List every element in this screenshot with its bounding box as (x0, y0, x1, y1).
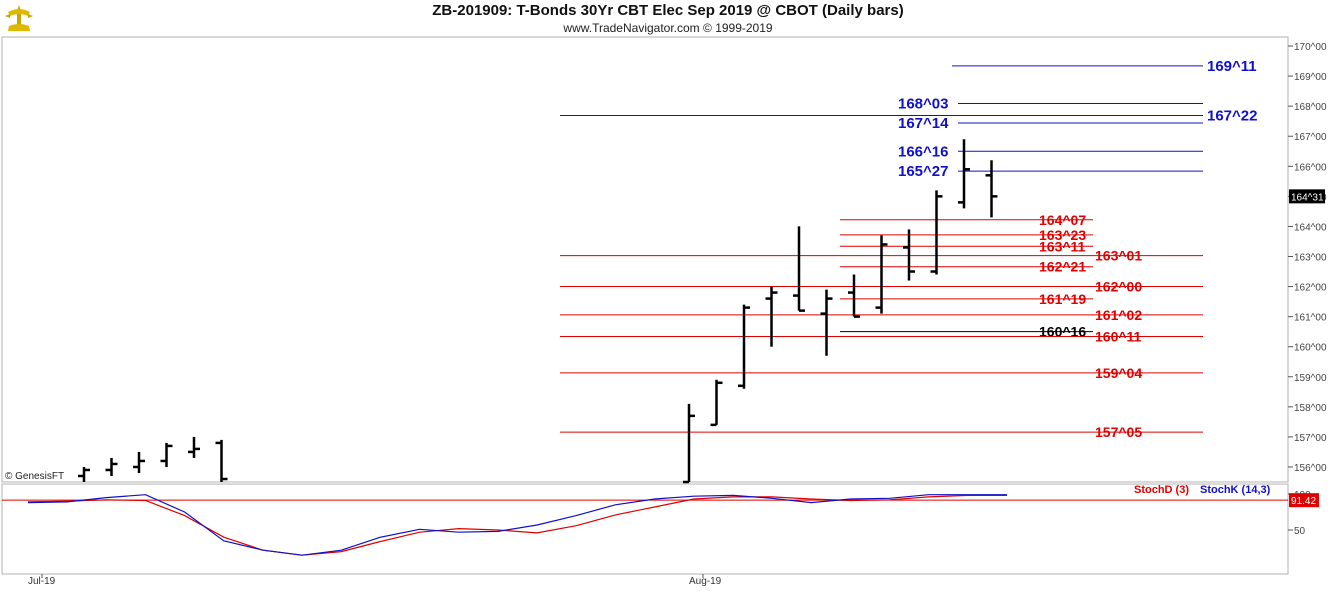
level-label: 160^16 (1039, 324, 1086, 340)
level-label: 163^01 (1095, 248, 1142, 264)
level-label: 157^05 (1095, 424, 1142, 440)
last-price-box (1289, 189, 1325, 204)
stoch-legend-k: StochK (14,3) (1200, 484, 1271, 496)
chart-subtitle: www.TradeNavigator.com © 1999-2019 (563, 21, 773, 35)
level-label: 163^23 (1039, 227, 1086, 243)
level-label: 159^04 (1095, 365, 1142, 381)
stoch-panel-frame (1, 483, 1289, 575)
level-label: 165^27 (898, 163, 948, 180)
price-axis-label: 163^00 (1294, 252, 1327, 263)
level-label: 162^21 (1039, 259, 1086, 275)
level-label: 161^19 (1039, 291, 1086, 307)
price-axis-label: 162^00 (1294, 283, 1327, 294)
chart-title: ZB-201909: T-Bonds 30Yr CBT Elec Sep 201… (432, 2, 904, 19)
level-label: 164^07 (1039, 212, 1086, 228)
price-axis-label: 161^00 (1294, 313, 1327, 324)
stoch-series-line (27, 494, 1007, 556)
level-label: 160^11 (1095, 328, 1142, 344)
stoch-legend-d: StochD (3) (1134, 484, 1189, 496)
price-axis-label: 168^00 (1294, 102, 1327, 113)
price-axis-label: 156^00 (1294, 463, 1327, 474)
x-axis-label: Jul-19 (28, 576, 56, 587)
price-axis-label: 166^00 (1294, 162, 1327, 173)
stoch-value-label: 91.42 (1291, 496, 1316, 507)
x-axis-label: Aug-19 (689, 576, 722, 587)
stoch-axis-label: 50 (1294, 526, 1306, 537)
price-axis-label: 159^00 (1294, 373, 1327, 384)
level-label: 161^02 (1095, 307, 1142, 323)
price-axis-label: 158^00 (1294, 403, 1327, 414)
level-label: 167^22 (1207, 107, 1257, 124)
stoch-series-line (27, 494, 1007, 556)
level-label: 168^03 (898, 95, 948, 112)
stoch-value-box (1289, 493, 1319, 508)
level-label: 169^11 (1207, 58, 1257, 75)
level-label: 163^11 (1039, 238, 1086, 254)
level-label: 167^14 (898, 115, 949, 132)
price-axis-label: 164^00 (1294, 222, 1327, 233)
price-axis-label: 170^00 (1294, 42, 1327, 53)
level-label: 162^00 (1095, 279, 1142, 295)
last-price-label: 164^31 (1291, 192, 1324, 203)
price-axis-label: 157^00 (1294, 433, 1327, 444)
price-axis-label: 160^00 (1294, 343, 1327, 354)
price-axis-label: 167^00 (1294, 132, 1327, 143)
price-axis-label: 169^00 (1294, 72, 1327, 83)
bull-logo-icon (5, 5, 33, 31)
level-label: 166^16 (898, 143, 948, 160)
copyright-label: © GenesisFT (5, 471, 64, 482)
